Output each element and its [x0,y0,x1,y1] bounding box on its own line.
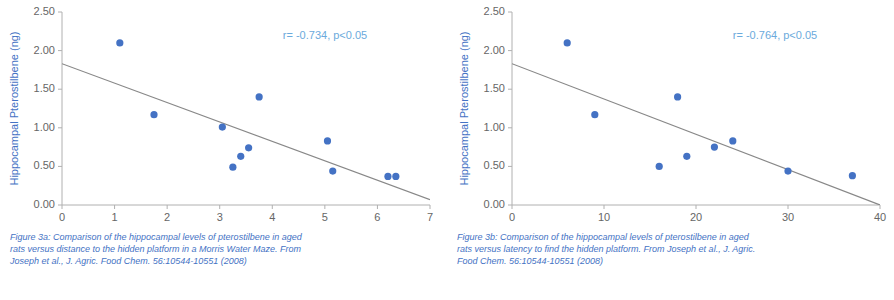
scatter-point [711,144,718,151]
y-axis-line [512,12,513,205]
y-tick [58,50,62,51]
scatter-point [245,144,252,151]
x-tick-label: 2 [164,211,170,223]
trend-line [512,64,880,205]
chart: 0.00 0.50 1.00 1.50 2.00 2.50 0 10 20 30 40 Hippoca… [457,5,886,266]
x-tick-label: 10 [598,211,610,223]
caption-line: Food Chem. 56:10544-10551 (2008) [457,256,603,266]
y-tick-label: 0.00 [484,198,505,210]
scatter-point [329,167,336,174]
y-tick-label: 1.50 [34,82,55,94]
scatter-point [150,111,157,118]
caption-line: Figure 3b: Comparison of the hippocampal… [457,232,750,242]
scatter-point [784,167,791,174]
scatter-point [229,164,236,171]
x-tick [62,205,63,209]
y-tick-label: 2.50 [34,5,55,17]
y-tick [58,166,62,167]
marks [512,39,880,205]
x-tick [512,205,513,209]
x-tick-label: 3 [217,211,223,223]
x-tick-label: 7 [427,211,433,223]
figure: 0.00 0.50 1.00 1.50 2.00 2.50 0 1 2 3 4 5 6 7 Hippocam… [0,0,894,300]
scatter-point [591,111,598,118]
y-tick-label: 2.50 [484,5,505,17]
x-tick [377,205,378,209]
caption: Figure 3b: Comparison of the hippocampal… [457,232,755,266]
x-axis-line [62,205,430,206]
x-tick-label: 20 [690,211,702,223]
caption-line: Joseph et al., J. Agric. Food Chem. 56:1… [9,256,247,266]
x-tick-label: 1 [112,211,118,223]
x-tick-label: 30 [782,211,794,223]
y-tick-label: 2.00 [484,44,505,56]
y-tick [508,127,512,128]
marks [62,39,430,199]
x-tick-label: 6 [374,211,380,223]
y-axis-line [62,12,63,205]
y-tick [58,12,62,13]
scatter-point [392,173,399,180]
x-tick [167,205,168,209]
caption-line: rats versus distance to the hidden platf… [10,244,301,254]
y-tick [508,89,512,90]
annotation: r= -0.764, p<0.05 [733,29,817,41]
scatter-point [219,123,226,130]
y-tick-label: 1.50 [484,82,505,94]
caption-line: rats versus latency to find the hidden p… [457,244,755,254]
y-tick [508,50,512,51]
scatter-point [674,93,681,100]
trend-line [62,64,430,200]
x-tick [880,205,881,209]
x-tick [788,205,789,209]
y-tick [58,205,62,206]
scatter-point [564,39,571,46]
x-tick [696,205,697,209]
y-tick-label: 0.00 [34,198,55,210]
y-tick-label: 1.00 [484,121,505,133]
caption: Figure 3a: Comparison of the hippocampal… [9,232,303,266]
y-tick-label: 2.00 [34,44,55,56]
y-axis-label: Hippocampal Pterostilbene (ng) [458,31,470,185]
y-tick [508,166,512,167]
y-tick [508,12,512,13]
scatter-point [683,153,690,160]
x-tick [219,205,220,209]
scatter-point [656,163,663,170]
scatter-point [729,137,736,144]
scatter-point [324,137,331,144]
x-tick-label: 40 [874,211,886,223]
y-axis-label: Hippocampal Pterostilbene (ng) [8,31,20,185]
y-tick-label: 1.00 [34,121,55,133]
y-tick [58,89,62,90]
x-tick [272,205,273,209]
scatter-point [116,39,123,46]
x-tick [430,205,431,209]
y-tick [58,127,62,128]
x-tick-label: 0 [509,211,515,223]
y-tick-label: 0.50 [484,159,505,171]
x-tick [604,205,605,209]
x-tick [324,205,325,209]
scatter-point [384,173,391,180]
scatter-point [237,153,244,160]
chart: 0.00 0.50 1.00 1.50 2.00 2.50 0 1 2 3 4 5 6 7 Hippocam… [8,5,433,266]
annotation: r= -0.734, p<0.05 [283,29,367,41]
y-tick [508,205,512,206]
scatter-point [256,93,263,100]
x-tick-label: 4 [269,211,275,223]
x-tick-label: 5 [322,211,328,223]
caption-line: Figure 3a: Comparison of the hippocampal… [10,232,303,242]
y-tick-label: 0.50 [34,159,55,171]
x-tick-label: 0 [59,211,65,223]
x-tick [114,205,115,209]
scatter-point [849,172,856,179]
